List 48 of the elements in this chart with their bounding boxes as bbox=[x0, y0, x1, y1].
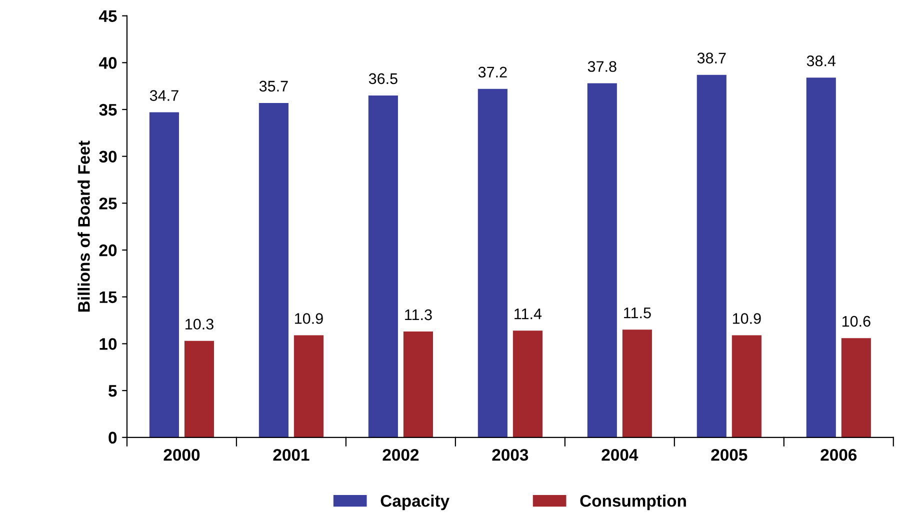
x-tick-label: 2004 bbox=[602, 448, 638, 461]
bar bbox=[587, 83, 617, 438]
data-label: 11.4 bbox=[514, 308, 542, 320]
y-tick-label: 20 bbox=[99, 244, 117, 256]
data-label: 10.9 bbox=[295, 313, 323, 324]
data-label: 10.6 bbox=[842, 316, 870, 327]
bar bbox=[841, 338, 871, 438]
data-label: 36.5 bbox=[368, 73, 398, 84]
bar bbox=[732, 335, 762, 438]
bar bbox=[184, 340, 214, 438]
bar bbox=[512, 330, 542, 438]
data-label: 11.5 bbox=[624, 308, 651, 318]
y-tick-label: 0 bbox=[108, 432, 117, 444]
legend-label: Capacity bbox=[380, 494, 450, 510]
x-tick-label: 2002 bbox=[382, 448, 419, 461]
legend-label: Consumption bbox=[580, 494, 686, 510]
bar bbox=[258, 102, 288, 438]
y-axis-title: Billions of Board Feet bbox=[78, 140, 90, 312]
x-tick-label: 2005 bbox=[711, 448, 748, 461]
x-tick-label: 2001 bbox=[273, 448, 310, 461]
y-tick-label: 25 bbox=[99, 198, 117, 210]
bar bbox=[806, 78, 836, 438]
bar bbox=[149, 112, 179, 438]
bar bbox=[294, 335, 324, 438]
data-label: 10.9 bbox=[732, 313, 761, 324]
x-tick-label: 2006 bbox=[820, 448, 857, 461]
bar bbox=[403, 332, 433, 438]
bar bbox=[622, 330, 652, 438]
bar bbox=[368, 95, 398, 438]
data-label: 35.7 bbox=[259, 80, 288, 92]
y-tick-label: 5 bbox=[108, 385, 117, 397]
data-label: 11.3 bbox=[405, 309, 432, 320]
data-label: 10.3 bbox=[186, 318, 214, 330]
data-label: 37.8 bbox=[588, 61, 616, 72]
y-tick-label: 45 bbox=[98, 10, 117, 22]
data-label: 37.2 bbox=[478, 66, 507, 78]
x-tick-label: 2003 bbox=[492, 448, 528, 461]
bar bbox=[478, 88, 508, 438]
bar bbox=[696, 74, 726, 438]
data-label: 38.4 bbox=[806, 55, 836, 66]
y-tick-label: 35 bbox=[99, 104, 117, 116]
y-tick-label: 10 bbox=[100, 338, 117, 350]
y-tick-label: 40 bbox=[98, 57, 117, 69]
data-label: 38.7 bbox=[697, 52, 726, 64]
y-tick-label: 30 bbox=[99, 150, 117, 163]
data-label: 34.7 bbox=[150, 90, 178, 101]
x-tick-label: 2000 bbox=[164, 448, 200, 461]
y-tick-label: 15 bbox=[100, 291, 117, 304]
